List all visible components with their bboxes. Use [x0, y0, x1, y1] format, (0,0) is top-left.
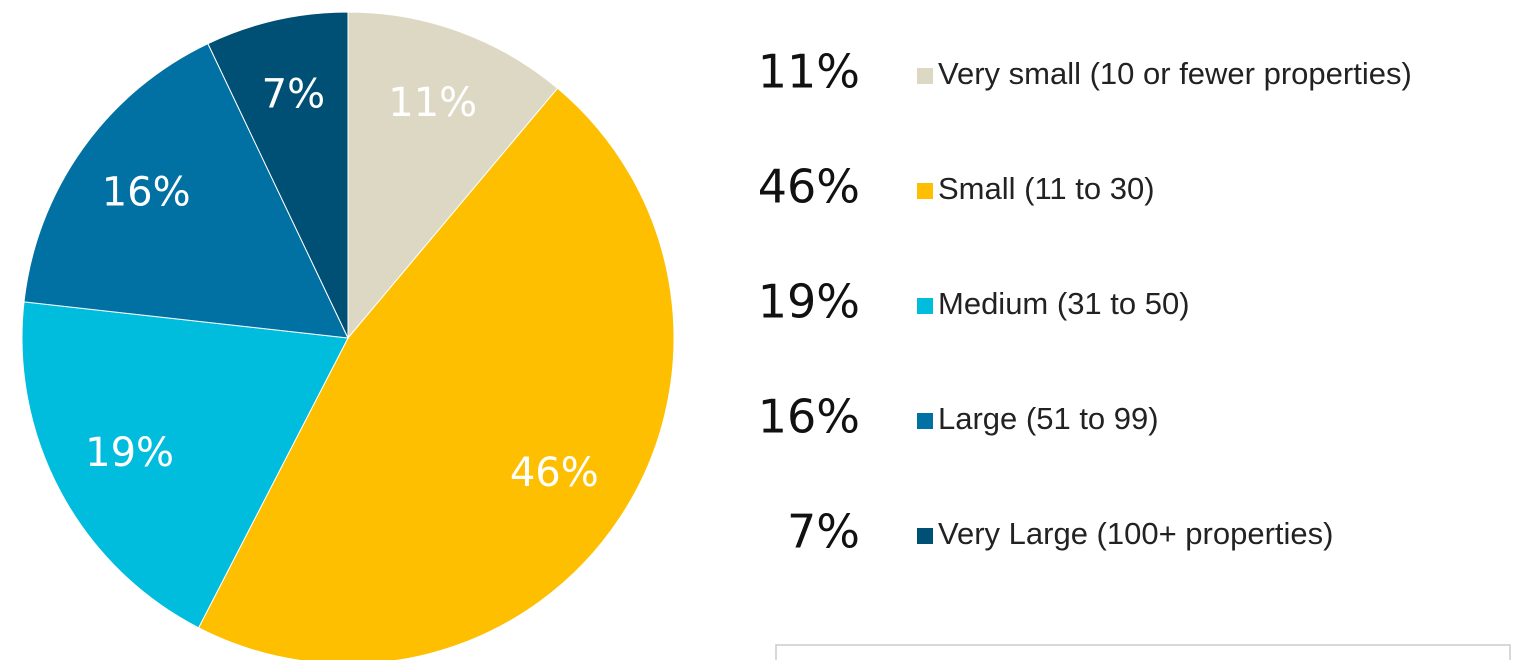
legend-label: Very small (10 or fewer properties) — [938, 56, 1412, 91]
legend-label: Large (51 to 99) — [938, 401, 1159, 436]
legend-value: 11% — [758, 45, 860, 99]
legend-swatch — [917, 298, 933, 314]
slice-label: 7% — [262, 71, 325, 117]
slice-label: 16% — [102, 169, 191, 215]
legend-swatch — [917, 528, 933, 544]
legend-value: 16% — [758, 390, 860, 444]
legend-value: 46% — [758, 160, 860, 214]
legend-swatch — [917, 68, 933, 84]
pie-slice — [21, 301, 349, 629]
legend-value: 7% — [787, 505, 860, 559]
legend-label: Very Large (100+ properties) — [938, 516, 1333, 551]
slice-label: 19% — [85, 430, 174, 476]
pie-slice — [347, 11, 559, 340]
legend-swatch — [917, 183, 933, 199]
pie-slice — [23, 42, 349, 339]
slice-label: 46% — [510, 450, 599, 496]
legend-label: Small (11 to 30) — [938, 171, 1155, 206]
pie-slice — [197, 87, 675, 660]
slice-label: 11% — [388, 80, 477, 126]
frame — [775, 644, 1511, 660]
legend-label: Medium (31 to 50) — [938, 286, 1190, 321]
pie-slice — [207, 11, 349, 339]
legend-swatch — [917, 413, 933, 429]
legend-value: 19% — [758, 275, 860, 329]
